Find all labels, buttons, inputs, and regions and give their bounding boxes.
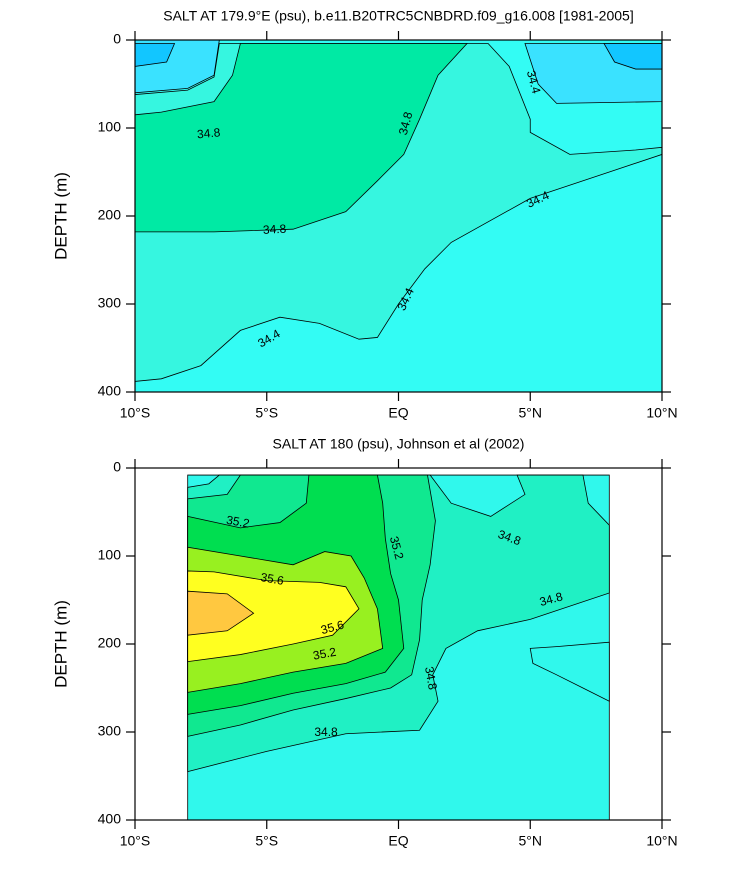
contour-label: 34.4: [524, 69, 544, 95]
y-tick-label: 0: [113, 31, 121, 47]
x-tick-label: 10°S: [120, 833, 151, 849]
x-tick-label: 10°N: [646, 833, 677, 849]
chart-title: SALT AT 179.9°E (psu), b.e11.B20TRC5CNBD…: [163, 8, 633, 24]
contour-fill: [187, 590, 255, 636]
contour-label: 34.8: [314, 725, 338, 739]
contour-label: 35.2: [225, 513, 251, 531]
y-tick-label: 300: [98, 295, 122, 311]
contour-fill: [603, 43, 663, 70]
x-tick-label: EQ: [388, 405, 408, 421]
y-tick-label: 300: [98, 723, 122, 739]
y-tick-label: 0: [113, 459, 121, 475]
y-tick-label: 100: [98, 119, 122, 135]
y-tick-label: 200: [98, 635, 122, 651]
contour-label: 35.2: [312, 645, 338, 663]
y-tick-label: 400: [98, 811, 122, 827]
x-tick-label: EQ: [388, 833, 408, 849]
x-tick-label: 5°S: [255, 833, 278, 849]
contour-fill: [529, 641, 610, 702]
contour-label: 35.6: [259, 570, 285, 588]
contour-label: 35.6: [319, 617, 345, 637]
y-tick-label: 200: [98, 207, 122, 223]
y-axis-label: DEPTH (m): [51, 172, 70, 260]
x-tick-label: 10°S: [120, 405, 151, 421]
contour-fill: [134, 43, 468, 233]
y-tick-label: 100: [98, 547, 122, 563]
x-tick-label: 5°S: [255, 405, 278, 421]
contour-label: 34.8: [538, 589, 564, 609]
contour-fill: [187, 570, 360, 663]
y-tick-label: 400: [98, 383, 122, 399]
y-axis-label: DEPTH (m): [51, 600, 70, 688]
contour-label: 34.8: [263, 222, 287, 237]
contour-label: 34.8: [196, 125, 221, 141]
contour-label: 34.8: [396, 110, 416, 136]
x-tick-label: 5°N: [519, 833, 543, 849]
contour-label: 35.2: [387, 535, 407, 561]
contour-label: 34.8: [422, 665, 440, 691]
chart-title: SALT AT 180 (psu), Johnson et al (2002): [273, 436, 525, 452]
x-tick-label: 10°N: [646, 405, 677, 421]
x-tick-label: 5°N: [519, 405, 543, 421]
